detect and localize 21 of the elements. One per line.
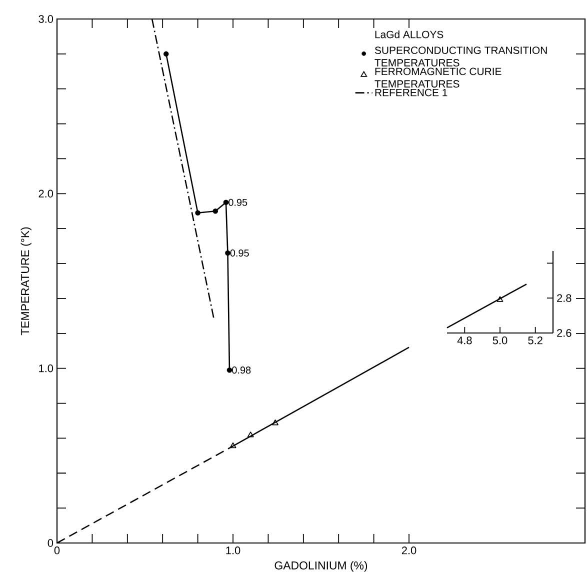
x-tick-label: 2.0 [402, 546, 416, 554]
annotation: 0.95 [230, 250, 249, 257]
y-tick-label: 2.6 [557, 329, 572, 337]
y-tick-label: 0 [48, 539, 54, 547]
x-tick-label: 5.0 [492, 336, 508, 344]
y-tick-label: 1.0 [39, 364, 54, 372]
x-tick-label: 5.2 [528, 336, 542, 344]
annotation: 0.95 [228, 198, 248, 206]
x-axis-title: GADOLINIUM (%) [274, 561, 368, 572]
y-tick-label: 2.0 [38, 190, 54, 198]
annotation: 0.98 [232, 366, 251, 374]
legend-label: REFERENCE 1 [375, 88, 448, 96]
y-tick-label: 3.0 [38, 15, 54, 23]
x-tick-label: 0 [54, 546, 60, 554]
legend-label: SUPERCONDUCTING TRANSITION TEMPERATURES [374, 46, 547, 66]
y-tick-label: 2.8 [557, 294, 572, 302]
x-tick-label: 4.8 [457, 336, 472, 344]
legend-label: FERROMAGNETIC CURIE TEMPERATURES [374, 68, 502, 88]
legend-title: LaGd ALLOYS [375, 30, 444, 38]
y-axis-title: TEMPERATURE (°K) [20, 227, 32, 336]
x-tick-label: 1.0 [226, 546, 240, 554]
